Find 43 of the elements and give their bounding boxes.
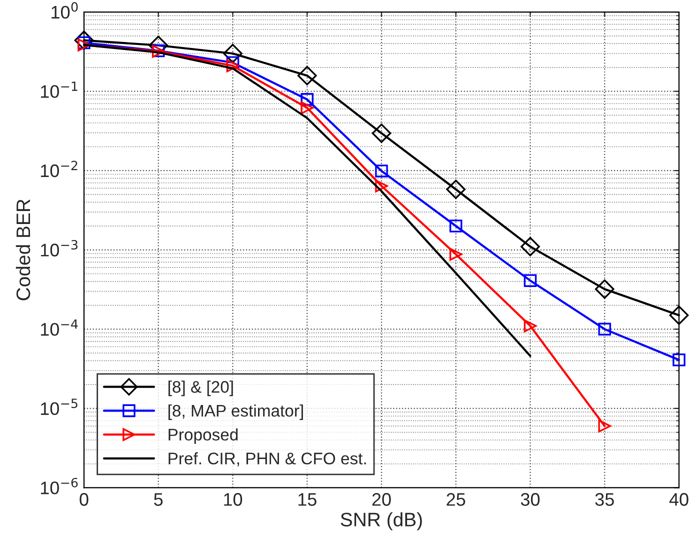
point <box>524 274 537 287</box>
point <box>300 101 314 114</box>
legend-label: [8, MAP estimator] <box>168 404 303 420</box>
legend-label: Proposed <box>168 428 238 444</box>
x-tick-label: 0 <box>80 493 88 506</box>
x-tick-label: 30 <box>520 493 540 506</box>
point <box>672 353 686 366</box>
point <box>223 44 242 64</box>
point <box>449 248 462 261</box>
y-tick-label: 10$^{0}$ <box>52 2 78 19</box>
point <box>300 93 314 106</box>
point <box>148 36 168 56</box>
point <box>598 322 612 336</box>
point <box>372 124 392 143</box>
point <box>375 180 388 192</box>
x-tick-label: 15 <box>298 493 316 506</box>
y-tick-label: 10$^{−2}$ <box>40 160 78 178</box>
point <box>594 279 614 299</box>
point <box>520 236 540 256</box>
point <box>446 180 466 200</box>
point <box>226 59 240 72</box>
x-axis-title: SNR (dB) <box>340 512 422 530</box>
y-axis-title: Coded BER <box>16 199 30 300</box>
legend-label: Pref. CIR, PHN & CFO est. <box>168 452 366 466</box>
x-tick-label: 25 <box>446 493 466 506</box>
point <box>598 420 612 432</box>
x-tick-label: 10 <box>224 493 242 506</box>
y-tick-label: 10$^{−5}$ <box>40 398 78 416</box>
point <box>449 220 462 232</box>
x-tick-label: 40 <box>669 493 688 506</box>
point <box>524 319 537 332</box>
y-tick-label: 10$^{−4}$ <box>40 319 78 336</box>
point <box>669 306 689 325</box>
point <box>375 164 388 178</box>
point <box>297 66 317 86</box>
x-tick-label: 20 <box>372 493 391 506</box>
point <box>74 30 94 50</box>
x-tick-label: 5 <box>154 493 163 506</box>
x-tick-label: 35 <box>595 493 614 506</box>
legend-label: [8] & [20] <box>168 380 233 396</box>
y-tick-label: 10$^{−1}$ <box>40 82 78 98</box>
y-tick-label: 10$^{−6}$ <box>40 478 78 494</box>
y-tick-label: 10$^{−3}$ <box>40 240 78 256</box>
